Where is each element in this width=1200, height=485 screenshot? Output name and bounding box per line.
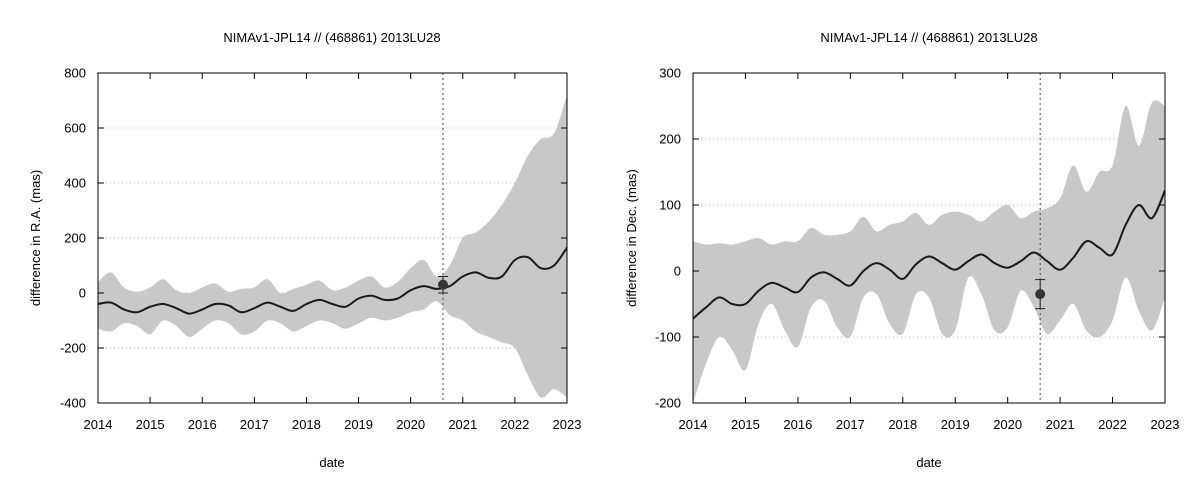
x-tick-label: 2022 bbox=[1098, 417, 1127, 432]
difference-line bbox=[693, 190, 1165, 320]
y-axis-label: difference in R.A. (mas) bbox=[28, 170, 43, 306]
x-tick-label: 2017 bbox=[836, 417, 865, 432]
chart-title: NIMAv1-JPL14 // (468861) 2013LU28 bbox=[223, 30, 440, 45]
y-tick-label: -400 bbox=[60, 396, 86, 411]
x-tick-label: 2021 bbox=[448, 417, 477, 432]
x-tick-label: 2015 bbox=[136, 417, 165, 432]
x-tick-label: 2015 bbox=[731, 417, 760, 432]
x-tick-label: 2018 bbox=[292, 417, 321, 432]
x-tick-label: 2022 bbox=[500, 417, 529, 432]
x-tick-label: 2014 bbox=[679, 417, 708, 432]
x-tick-label: 2016 bbox=[188, 417, 217, 432]
x-tick-label: 2019 bbox=[941, 417, 970, 432]
observation-point bbox=[1035, 289, 1046, 300]
y-ticks: -200 -100 0 100 200 300 bbox=[655, 66, 1165, 411]
chart-title: NIMAv1-JPL14 // (468861) 2013LU28 bbox=[820, 30, 1037, 45]
y-ticks: -400 -200 0 200 400 600 800 bbox=[60, 66, 567, 411]
uncertainty-band bbox=[98, 95, 567, 398]
y-tick-label: -100 bbox=[655, 330, 681, 345]
difference-line bbox=[98, 247, 567, 315]
y-tick-label: 0 bbox=[79, 286, 86, 301]
y-tick-label: 600 bbox=[64, 121, 86, 136]
x-tick-label: 2017 bbox=[240, 417, 269, 432]
y-tick-label: 100 bbox=[659, 198, 681, 213]
x-tick-label: 2018 bbox=[888, 417, 917, 432]
uncertainty-band bbox=[693, 100, 1165, 403]
plot-frame bbox=[692, 72, 1166, 404]
y-tick-label: 800 bbox=[64, 66, 86, 81]
x-tick-label: 2014 bbox=[84, 417, 113, 432]
y-tick-label: 0 bbox=[674, 264, 681, 279]
x-tick-label: 2023 bbox=[1151, 417, 1180, 432]
observation-points bbox=[437, 276, 448, 294]
x-axis-label: date bbox=[916, 455, 941, 470]
y-tick-label: 200 bbox=[659, 132, 681, 147]
x-axis-label: date bbox=[319, 455, 344, 470]
y-axis-label: difference in Dec. (mas) bbox=[624, 169, 639, 307]
chart-dec: NIMAv1-JPL14 // (468861) 2013LU28 2014 20… bbox=[624, 30, 1179, 470]
chart-ra: NIMAv1-JPL14 // (468861) 2013LU28 2014 20… bbox=[28, 30, 581, 470]
observation-point bbox=[437, 279, 448, 290]
x-ticks: 2014 2015 2016 2017 2018 2019 2020 2021 2022 2023 bbox=[679, 73, 1180, 432]
x-tick-label: 2020 bbox=[993, 417, 1022, 432]
y-tick-label: -200 bbox=[60, 341, 86, 356]
y-tick-label: 300 bbox=[659, 66, 681, 81]
y-tick-label: 200 bbox=[64, 231, 86, 246]
y-tick-label: 400 bbox=[64, 176, 86, 191]
x-ticks: 2014 2015 2016 2017 2018 2019 2020 2021 2022 2023 bbox=[84, 73, 582, 432]
observation-points bbox=[1035, 279, 1046, 310]
x-tick-label: 2023 bbox=[553, 417, 582, 432]
x-tick-label: 2021 bbox=[1046, 417, 1075, 432]
x-tick-label: 2019 bbox=[344, 417, 373, 432]
x-tick-label: 2020 bbox=[396, 417, 425, 432]
x-tick-label: 2016 bbox=[783, 417, 812, 432]
y-tick-label: -200 bbox=[655, 396, 681, 411]
